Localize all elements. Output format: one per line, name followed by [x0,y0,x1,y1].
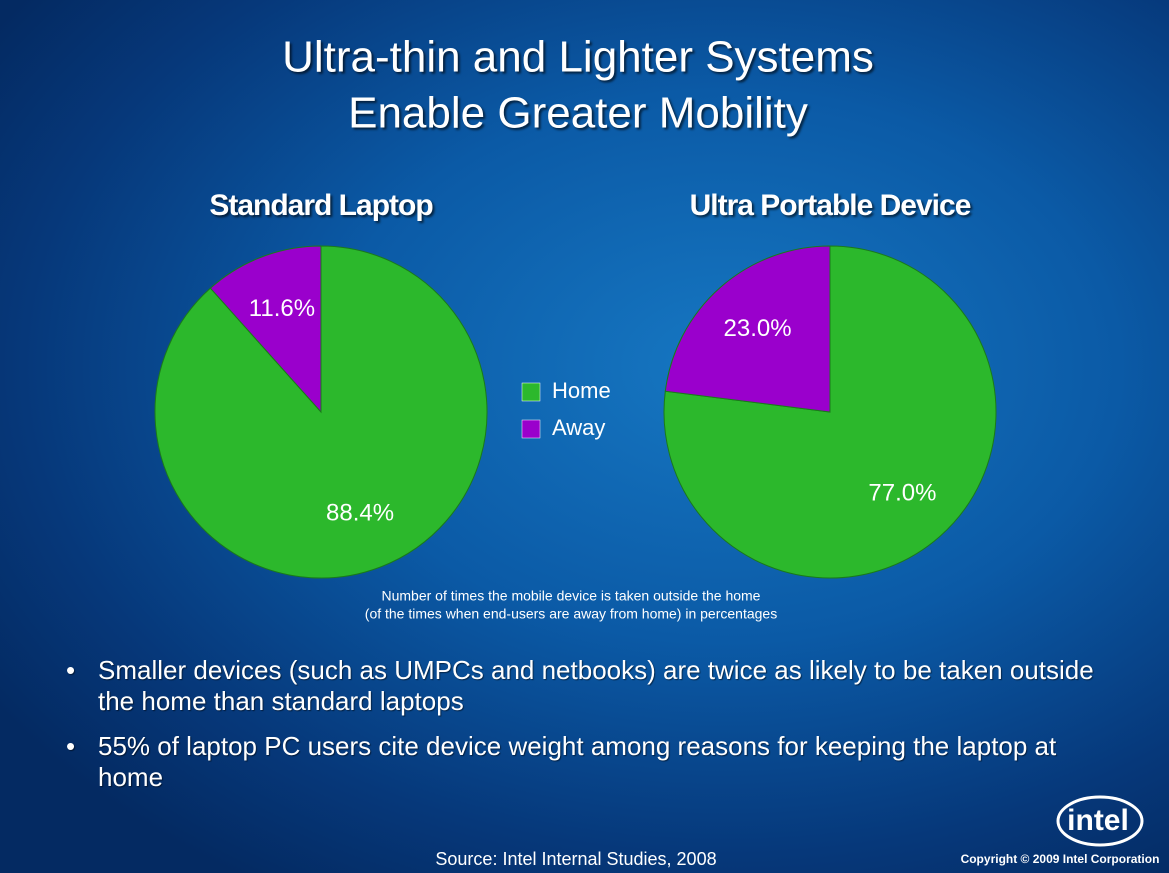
caption-line: Number of times the mobile device is tak… [382,588,761,604]
pie-slice [664,245,831,413]
legend-swatch [521,382,541,402]
pie-slice [154,245,488,579]
value-label: 11.6% [249,295,315,322]
pie-slice [209,245,322,414]
bullet-list: Smaller devices (such as UMPCs and netbo… [66,655,1106,807]
title-line: Enable Greater Mobility [348,89,808,138]
logo-swoosh [1056,795,1144,847]
legend-label: Home [552,378,611,403]
source: Source: Intel Internal Studies, 2008 [435,849,716,869]
value-label: 77.0% [868,480,936,507]
bullet: 55% of laptop PC users cite device weigh… [66,731,1106,793]
value-label: 88.4% [326,500,394,527]
copyright: Copyright © 2009 Intel Corporation [961,852,1160,866]
caption-line: (of the times when end-users are away fr… [365,606,777,622]
bullet: Smaller devices (such as UMPCs and netbo… [66,655,1106,717]
legend-swatch [521,419,541,439]
title-line: Ultra-thin and Lighter Systems [282,33,874,82]
pie-slice [663,245,997,579]
pie-title: Ultra Portable Device [690,189,971,222]
legend-label: Away [552,415,605,440]
logo: intel [1067,804,1129,837]
pie-title: Standard Laptop [209,189,433,222]
value-label: 23.0% [724,315,792,342]
